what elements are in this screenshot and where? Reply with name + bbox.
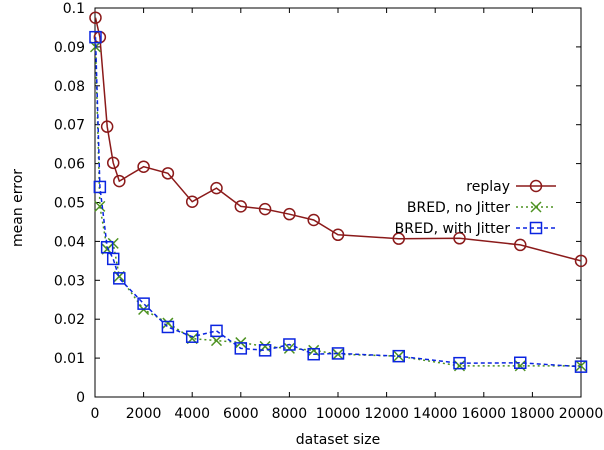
data-point-stroke	[575, 360, 587, 372]
data-point	[137, 297, 150, 310]
x-tick-label: 10000	[316, 406, 361, 422]
data-point-stroke	[332, 348, 344, 360]
y-tick-label: 0.05	[54, 196, 85, 212]
y-tick-label: 0	[76, 390, 85, 406]
y-tick-label: 0.02	[54, 312, 85, 328]
data-point	[234, 342, 248, 355]
data-point	[332, 348, 344, 360]
x-tick-label: 2000	[126, 406, 162, 422]
data-point	[185, 330, 199, 343]
data-point	[283, 207, 296, 221]
data-point	[331, 347, 345, 360]
x-tick-label: 8000	[272, 406, 308, 422]
data-point	[234, 200, 248, 213]
series-bred-with-jitter	[89, 30, 588, 373]
y-tick-label: 0.06	[54, 157, 85, 173]
data-point-stroke	[162, 317, 174, 329]
y-tick-label: 0.1	[63, 1, 85, 17]
x-axis-ticks: 0 2000 4000 6000 8000 10000 12000 14000 16000 180…	[91, 8, 604, 422]
x-tick-label: 18000	[510, 406, 555, 422]
data-point	[392, 232, 405, 245]
y-axis-ticks: 0 0.01 0.02 0.03 0.04 0.05 0.06 0.07 0.08 0.09 0.1	[54, 1, 581, 406]
data-point	[514, 356, 527, 370]
y-tick-label: 0.07	[54, 118, 85, 134]
data-point-stroke	[530, 201, 542, 213]
data-point	[113, 174, 126, 188]
data-point	[106, 156, 120, 170]
data-point	[162, 317, 174, 329]
y-tick-label: 0.08	[54, 79, 85, 95]
x-tick-label: 4000	[174, 406, 210, 422]
data-point	[514, 238, 527, 252]
data-point-stroke	[210, 335, 223, 347]
data-point	[453, 356, 466, 370]
data-point	[93, 180, 107, 194]
data-point	[94, 200, 106, 212]
y-tick-label: 0.09	[54, 40, 85, 56]
data-point	[185, 195, 199, 208]
data-point	[258, 344, 272, 357]
legend-label: replay	[466, 179, 510, 195]
data-point	[113, 272, 126, 285]
x-tick-label: 14000	[413, 406, 458, 422]
series-line	[94, 37, 582, 368]
data-point	[331, 228, 345, 242]
x-tick-label: 6000	[223, 406, 259, 422]
data-point	[283, 338, 296, 351]
data-point	[574, 360, 588, 373]
data-point	[258, 202, 272, 216]
data-point	[161, 167, 175, 180]
legend-label: BRED, no Jitter	[407, 200, 510, 216]
data-point	[574, 254, 588, 268]
data-point	[529, 179, 543, 193]
data-point	[161, 320, 175, 334]
data-point-stroke	[283, 342, 295, 354]
data-point	[89, 11, 102, 24]
data-point	[210, 181, 223, 195]
data-point	[307, 213, 320, 227]
y-tick-label: 0.01	[54, 351, 85, 367]
series-group	[89, 11, 588, 373]
x-tick-label: 12000	[364, 406, 409, 422]
data-point	[392, 349, 405, 363]
x-tick-label: 20000	[559, 406, 604, 422]
series-replay	[89, 11, 588, 268]
legend-label: BRED, with Jitter	[395, 221, 511, 237]
data-point	[210, 335, 223, 347]
data-point	[529, 221, 543, 235]
y-axis-label: mean error	[10, 169, 26, 247]
data-point	[106, 252, 120, 266]
data-point	[575, 360, 587, 372]
data-point	[283, 342, 295, 354]
data-point-stroke	[308, 344, 320, 356]
x-axis-label: dataset size	[296, 432, 381, 448]
x-tick-label: 16000	[462, 406, 507, 422]
y-tick-label: 0.03	[54, 273, 85, 289]
data-point	[307, 347, 320, 361]
data-point	[210, 324, 223, 338]
data-point	[530, 201, 542, 213]
data-point	[100, 120, 114, 133]
legend: replay BRED, no Jitter BRED, with Jitter	[395, 179, 556, 237]
series-line	[94, 46, 581, 367]
data-point	[453, 232, 466, 245]
data-point-stroke	[94, 200, 106, 212]
x-tick-label: 0	[91, 406, 100, 422]
y-tick-label: 0.04	[54, 234, 85, 250]
data-point	[137, 160, 150, 173]
data-point	[89, 30, 102, 44]
